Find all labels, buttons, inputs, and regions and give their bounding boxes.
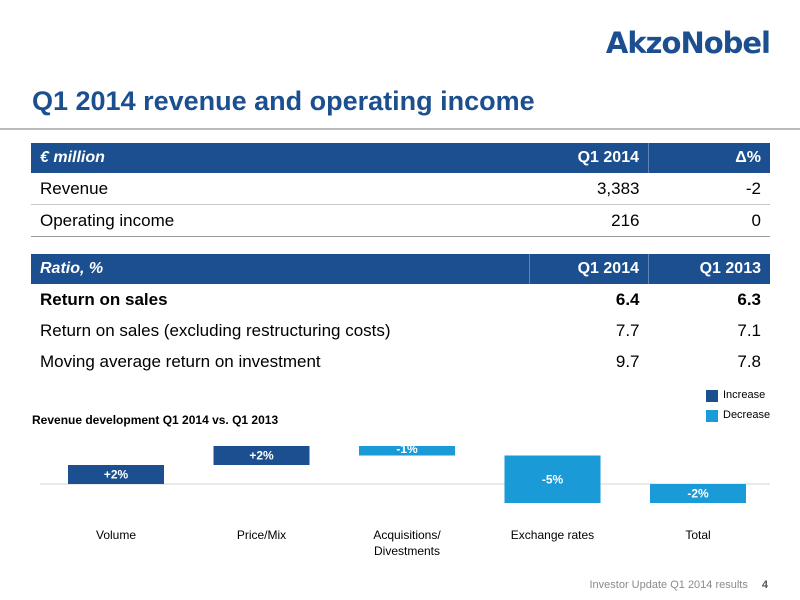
title-divider	[0, 128, 800, 130]
header-label: € million	[31, 143, 530, 173]
table-row: Operating income 216 0	[31, 204, 770, 237]
chart-category-label: Price/Mix	[237, 528, 286, 542]
table-header-row: Ratio, % Q1 2014 Q1 2013	[31, 254, 770, 284]
table-header-row: € million Q1 2014 Δ%	[31, 143, 770, 173]
chart-data-label: +2%	[104, 468, 129, 482]
row-value-q1-2014: 216	[530, 204, 649, 237]
row-value-q1-2013: 7.8	[737, 351, 761, 371]
chart-bar	[359, 446, 455, 456]
chart-category-label: Acquisitions/	[373, 528, 441, 542]
header-col1: Q1 2014	[530, 143, 649, 173]
page-title: Q1 2014 revenue and operating income	[32, 86, 535, 116]
row-label: Return on sales	[40, 289, 168, 309]
table-row: Return on sales 6.4 6.3	[31, 284, 770, 315]
chart-bar	[213, 446, 310, 465]
table-row: Revenue 3,383 -2	[31, 173, 770, 205]
chart-category-label: Divestments	[374, 544, 440, 558]
chart-bar	[504, 455, 601, 503]
akzonobel-logo: AkzoNobel	[605, 26, 771, 60]
header-col2: Q1 2013	[648, 254, 770, 284]
chart-data-label: -1%	[396, 442, 418, 456]
footer: Investor Update Q1 2014 results 4	[590, 579, 769, 591]
ratio-table: Ratio, % Q1 2014 Q1 2013 Return on sales…	[31, 254, 770, 377]
chart-data-label: -5%	[542, 472, 564, 486]
chart-bar	[650, 484, 746, 503]
page-number: 4	[761, 579, 768, 591]
chart-title: Revenue development Q1 2014 vs. Q1 2013	[32, 413, 279, 427]
header-label: Ratio, %	[31, 254, 530, 284]
row-value-q1-2013: 6.3	[737, 289, 761, 309]
legend-label-decrease: Decrease	[723, 409, 771, 421]
row-label: Return on sales (excluding restructuring…	[40, 320, 391, 340]
footer-text: Investor Update Q1 2014 results	[589, 579, 748, 591]
row-label: Revenue	[31, 173, 530, 205]
header-col1: Q1 2014	[529, 254, 649, 284]
legend-label-increase: Increase	[723, 389, 766, 401]
row-value-q1-2014: 7.7	[615, 320, 640, 340]
financials-table: € million Q1 2014 Δ% Revenue 3,383 -2 Op…	[31, 143, 770, 237]
row-value-q1-2014: 6.4	[615, 289, 640, 309]
row-label: Operating income	[31, 204, 530, 237]
table-row: Return on sales (excluding restructuring…	[31, 315, 770, 346]
row-value-q1-2014: 3,383	[530, 173, 649, 205]
legend-swatch-decrease	[706, 410, 718, 422]
legend-swatch-increase	[706, 390, 718, 402]
header-col2: Δ%	[648, 143, 770, 173]
chart-category-label: Total	[685, 528, 710, 542]
table-row: Moving average return on investment 9.7 …	[31, 346, 770, 377]
chart-data-label: +2%	[249, 449, 274, 463]
chart-data-label: -2%	[687, 487, 709, 501]
row-value-delta: -2	[648, 173, 770, 205]
row-value-q1-2013: 7.1	[737, 320, 761, 340]
chart-bar	[68, 465, 164, 484]
chart-category-label: Exchange rates	[511, 528, 594, 542]
row-value-delta: 0	[648, 204, 770, 237]
chart-category-label: Volume	[96, 528, 136, 542]
row-label: Moving average return on investment	[40, 351, 321, 371]
row-value-q1-2014: 9.7	[615, 351, 640, 371]
